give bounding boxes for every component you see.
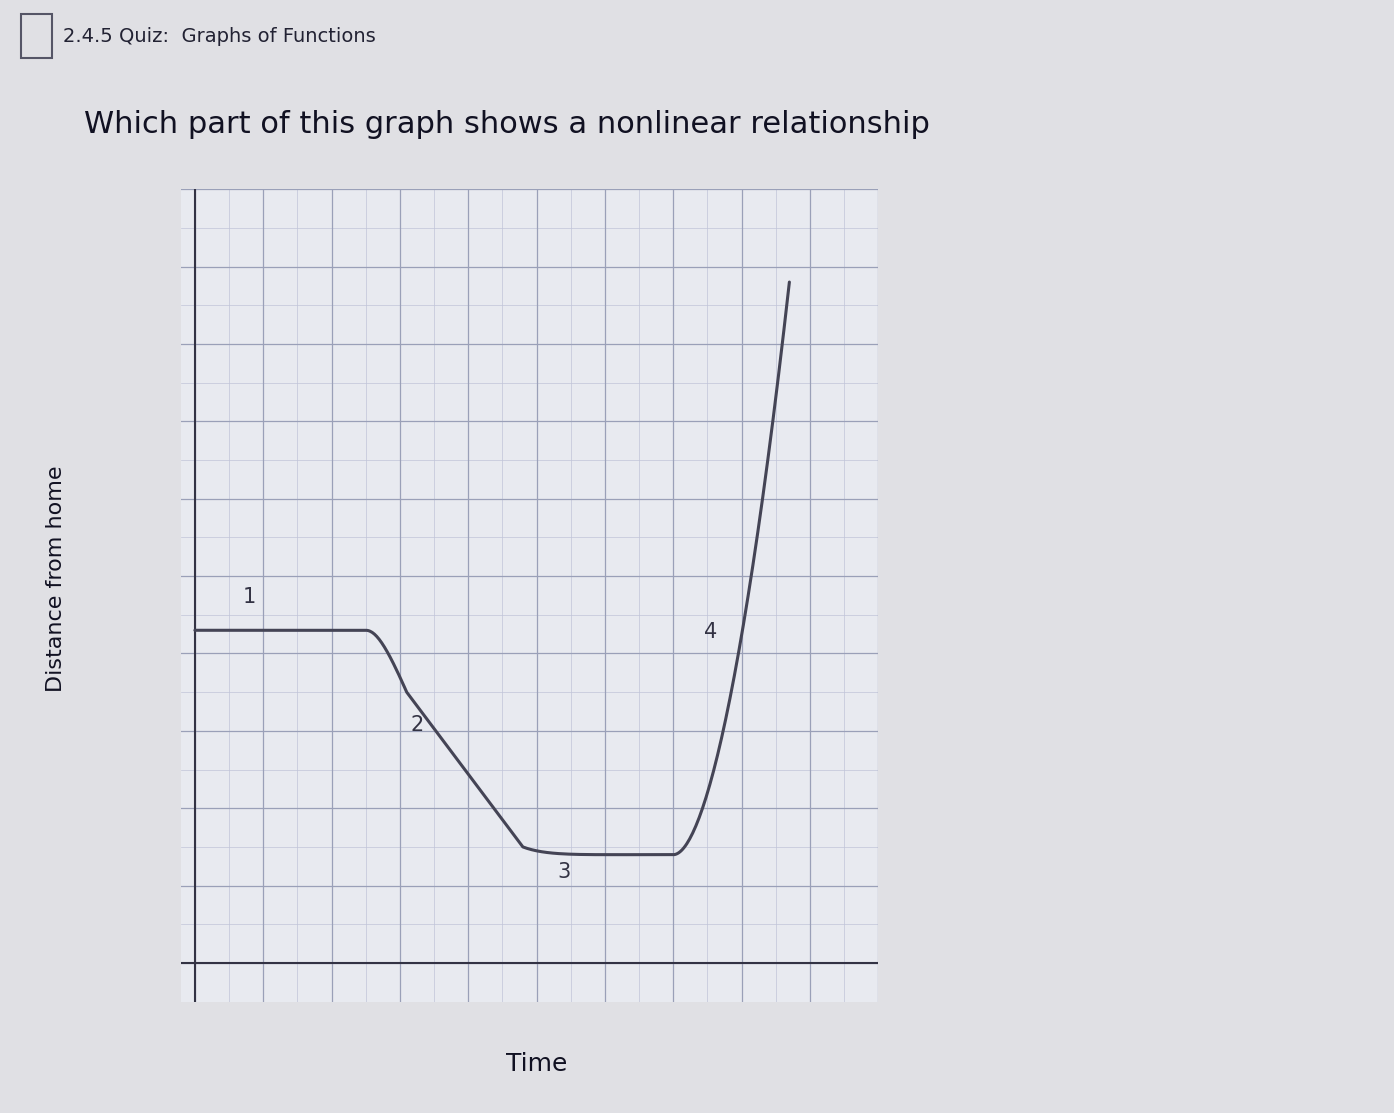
Text: 2: 2 (410, 715, 424, 735)
Text: 1: 1 (243, 588, 256, 608)
Bar (21, 14, 52, 58)
Text: 2.4.5 Quiz:  Graphs of Functions: 2.4.5 Quiz: Graphs of Functions (63, 27, 375, 46)
Text: Which part of this graph shows a nonlinear relationship: Which part of this graph shows a nonline… (84, 110, 930, 139)
Text: Distance from home: Distance from home (46, 465, 66, 692)
Text: Time: Time (506, 1052, 567, 1075)
Text: 4: 4 (704, 622, 718, 642)
Text: 3: 3 (558, 861, 570, 881)
